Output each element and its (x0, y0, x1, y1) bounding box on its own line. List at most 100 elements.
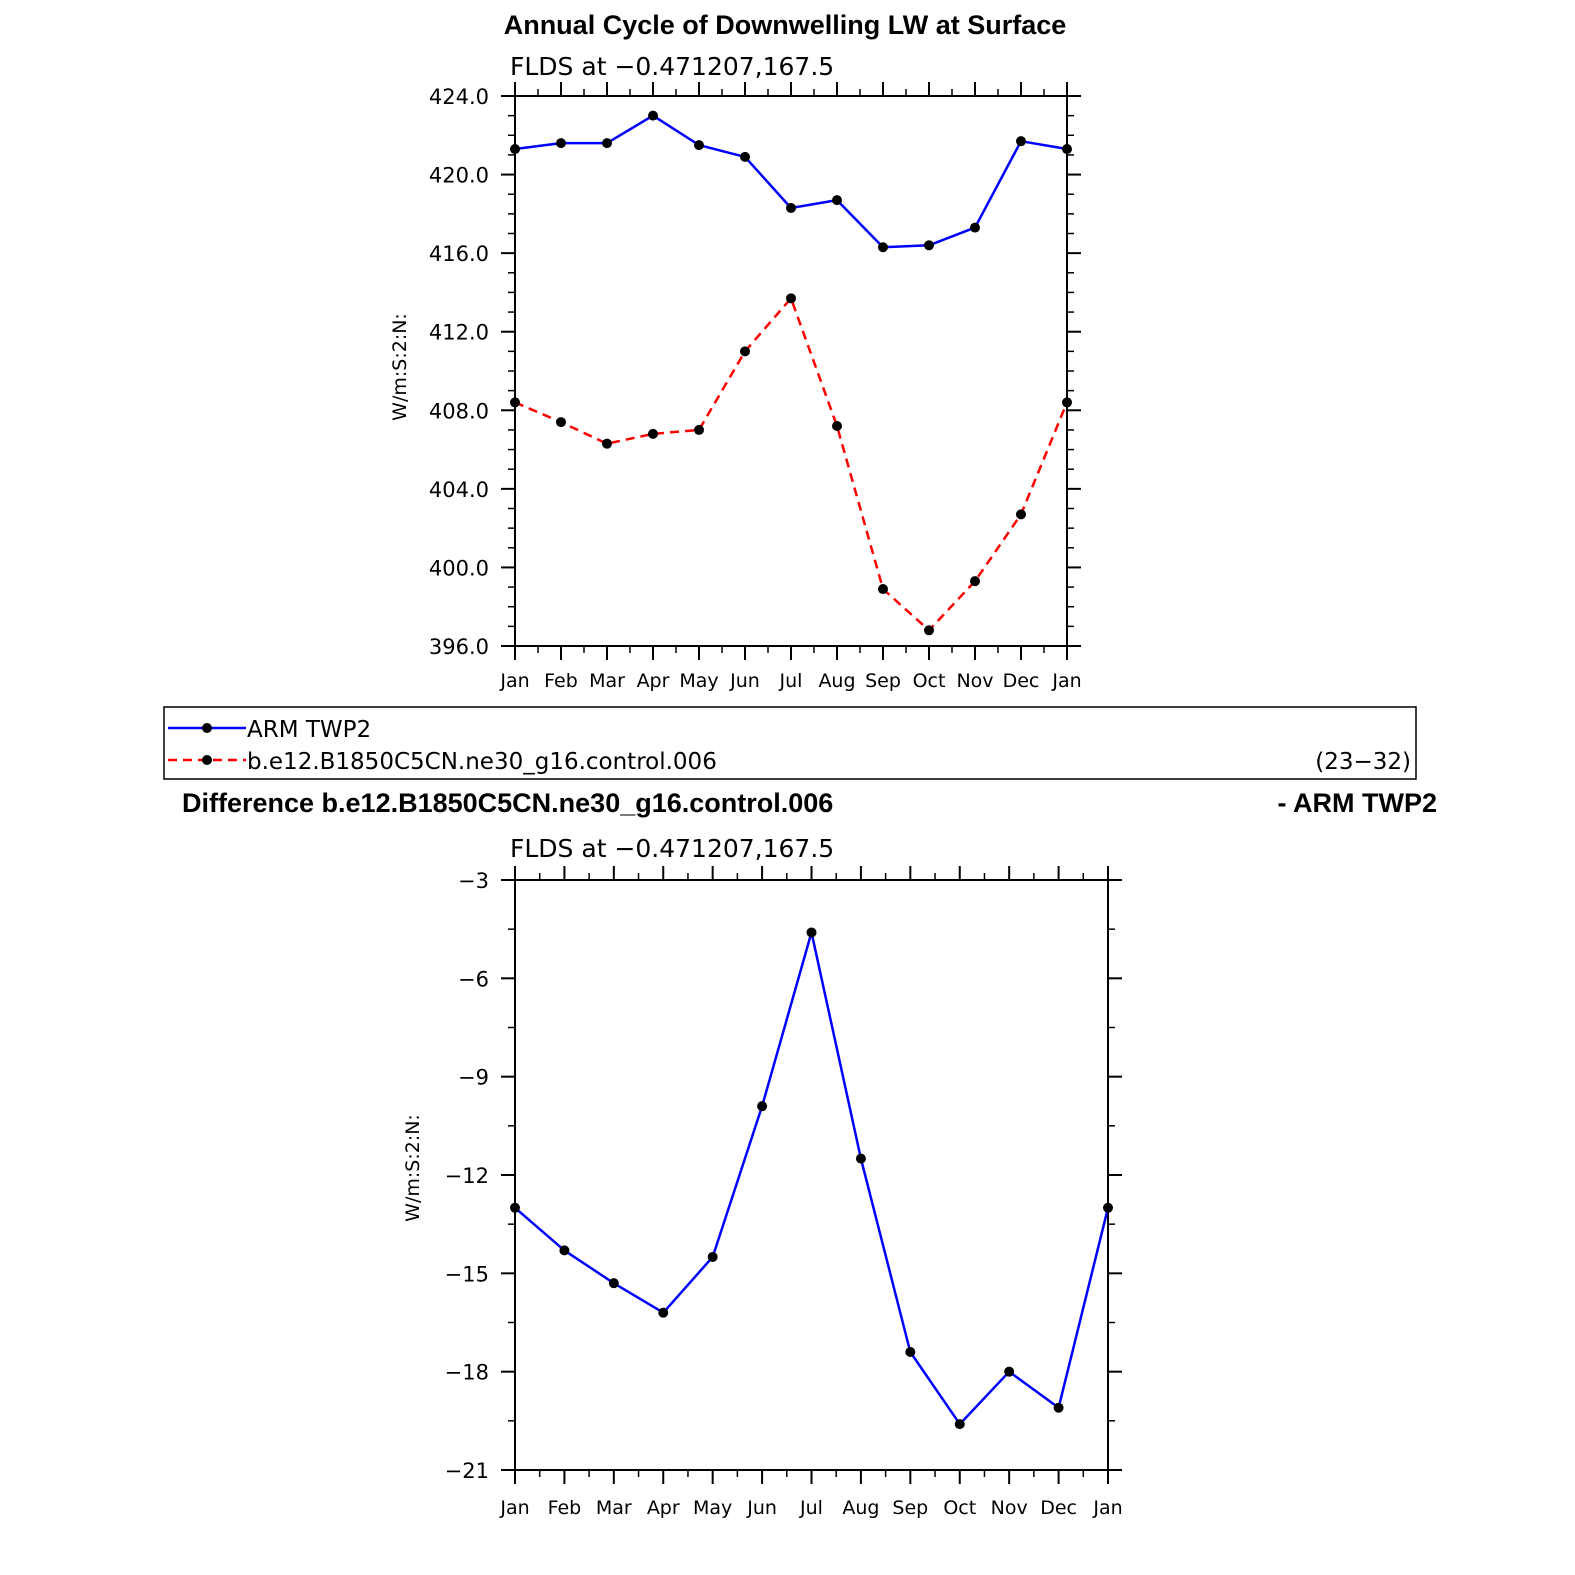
series-1-point (970, 576, 980, 587)
series-0-point (707, 1251, 718, 1262)
legend-marker-arm (202, 723, 212, 733)
series-1-point (878, 584, 888, 595)
series-0-point (832, 195, 842, 206)
series-0-point (559, 1245, 570, 1256)
series-line-0 (514, 931, 1110, 1426)
chart-top-subtitle: FLDS at −0.471207,167.5 (510, 52, 834, 81)
x-tick-label: Nov (991, 1497, 1028, 1519)
series-0-point (954, 1419, 965, 1430)
x-tick-label: Jun (729, 670, 760, 692)
y-tick-label: 396.0 (429, 635, 489, 659)
x-tick-label: Jul (779, 670, 803, 692)
series-0-point (694, 140, 704, 151)
chart-top-title: Annual Cycle of Downwelling LW at Surfac… (504, 10, 1067, 40)
series-1-point (602, 438, 612, 449)
series-1-point (1062, 397, 1072, 408)
series-1-point (648, 428, 658, 439)
series-0-point (1053, 1402, 1064, 1413)
x-tick-label: Feb (544, 670, 578, 692)
series-0-point (757, 1101, 768, 1112)
series-0-point (878, 242, 888, 253)
series-0-point (602, 138, 612, 149)
plot-frame (514, 95, 1068, 647)
x-tick-label: Apr (637, 670, 670, 692)
chart-top-plot: Jan Feb Mar Apr May Jun Jul Aug Sep Oct Nov Dec Jan 3… (429, 82, 1082, 692)
series-0-point (1004, 1366, 1015, 1377)
x-tick-label: Jan (1051, 670, 1081, 692)
x-tick-label: Apr (647, 1497, 680, 1519)
series-1-point (786, 293, 796, 304)
series-0-point (924, 240, 934, 251)
series-line-1 (514, 297, 1069, 632)
series-1-point (924, 625, 934, 636)
series-1-point (694, 424, 704, 435)
chart-top: Annual Cycle of Downwelling LW at Surfac… (389, 10, 1082, 692)
x-tick-label: May (693, 1497, 732, 1519)
y-tick-label: 416.0 (429, 242, 489, 266)
y-tick-label: 404.0 (429, 478, 489, 502)
legend: ARM TWP2 b.e12.B1850C5CN.ne30_g16.contro… (163, 706, 1417, 780)
x-tick-label: Mar (589, 670, 625, 692)
series-0-point (855, 1153, 866, 1164)
series-1-point (740, 346, 750, 357)
plot-frame (514, 879, 1109, 1471)
series-0-point (786, 202, 796, 213)
series-1-point (556, 417, 566, 428)
chart-bottom-title-right: - ARM TWP2 (1278, 788, 1437, 818)
series-0-point (556, 138, 566, 149)
x-tick-label: Nov (956, 670, 993, 692)
legend-label-model: b.e12.B1850C5CN.ne30_g16.control.006 (247, 749, 717, 775)
series-0-point (740, 151, 750, 162)
x-tick-label: Oct (943, 1497, 976, 1519)
y-tick-label: 412.0 (429, 321, 489, 345)
series-1-point (510, 397, 520, 408)
y-tick-label: −6 (458, 967, 489, 991)
x-tick-label: Jul (799, 1497, 823, 1519)
chart-bottom-ylabel: W/m:S:2:N: (402, 1114, 424, 1222)
legend-box (163, 706, 1417, 780)
y-tick-label: 420.0 (429, 164, 489, 188)
y-tick-label: −9 (458, 1066, 489, 1090)
series-0-point (648, 110, 658, 121)
series-0-point (510, 1202, 520, 1213)
y-tick-label: −3 (458, 869, 489, 893)
x-tick-label: Jan (499, 1497, 529, 1519)
series-0-point (1016, 136, 1026, 147)
series-0-point (608, 1278, 619, 1289)
chart-bottom-title: Difference b.e12.B1850C5CN.ne30_g16.cont… (182, 788, 833, 818)
series-0-point (1062, 144, 1072, 155)
chart-top-ylabel: W/m:S:2:N: (389, 313, 411, 421)
y-tick-label: 408.0 (429, 399, 489, 423)
chart-bottom: Difference b.e12.B1850C5CN.ne30_g16.cont… (182, 788, 1437, 1519)
series-0-point (510, 144, 520, 155)
x-tick-label: May (679, 670, 718, 692)
series-0-point (970, 222, 980, 233)
x-tick-label: Dec (1040, 1497, 1077, 1519)
series-0-point (905, 1347, 916, 1357)
x-tick-label: Oct (913, 670, 946, 692)
y-tick-label: −21 (445, 1459, 489, 1483)
series-0-point (1103, 1202, 1113, 1213)
legend-note: (23−32) (1315, 749, 1411, 775)
y-tick-label: −12 (445, 1164, 489, 1188)
legend-label-arm: ARM TWP2 (247, 717, 371, 743)
y-tick-label: −18 (445, 1361, 489, 1385)
series-0-point (658, 1307, 669, 1318)
x-tick-label: Sep (892, 1497, 928, 1519)
series-1-point (1016, 509, 1026, 520)
x-tick-label: Jun (746, 1497, 777, 1519)
x-tick-label: Mar (596, 1497, 632, 1519)
chart-bottom-subtitle: FLDS at −0.471207,167.5 (510, 834, 834, 863)
x-tick-label: Aug (842, 1497, 879, 1519)
y-tick-label: 400.0 (429, 556, 489, 580)
x-tick-label: Jan (499, 670, 529, 692)
y-tick-label: 424.0 (429, 85, 489, 109)
legend-marker-model (202, 755, 212, 765)
legend-entry-arm: ARM TWP2 (168, 717, 371, 743)
series-0-point (806, 927, 817, 938)
x-tick-label: Dec (1003, 670, 1040, 692)
series-1-point (832, 421, 842, 431)
x-tick-label: Sep (865, 670, 901, 692)
series-line-0 (514, 114, 1068, 249)
